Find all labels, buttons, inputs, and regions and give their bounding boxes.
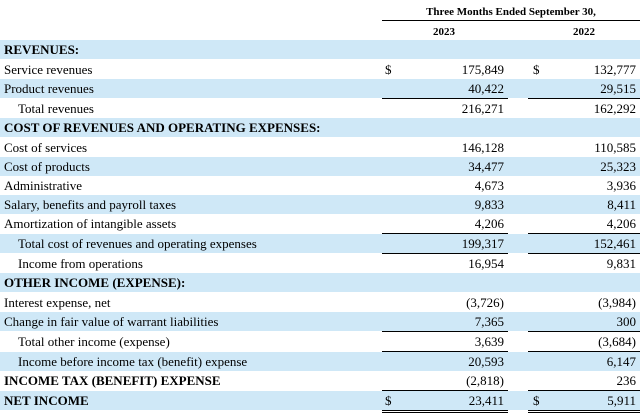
- table-row: Income before income tax (benefit) expen…: [0, 352, 640, 371]
- value-2023: 146,128: [461, 140, 504, 155]
- row-label: Cost of products: [4, 159, 90, 174]
- table-row: Salary, benefits and payroll taxes 9,833…: [0, 195, 640, 214]
- period-heading: Three Months Ended September 30,: [382, 4, 640, 21]
- year-2022-heading: 2022: [528, 24, 640, 41]
- subtotal-rule: [528, 331, 640, 332]
- value-2022: 110,585: [594, 140, 636, 155]
- value-2022: 300: [616, 314, 637, 329]
- row-label: INCOME TAX (BENEFIT) EXPENSE: [4, 373, 221, 388]
- subtotal-rule: [528, 253, 640, 254]
- subtotal-rule: [528, 98, 640, 99]
- table-row: NET INCOME $ 23,411 $ 5,911: [0, 391, 640, 410]
- subtotal-rule: [382, 98, 508, 99]
- value-2022: 6,147: [606, 354, 636, 369]
- subtotal-rule: [382, 390, 508, 391]
- table-row: INCOME TAX (BENEFIT) EXPENSE (2,818) 236: [0, 371, 640, 390]
- value-2023: 4,673: [474, 178, 504, 193]
- row-label: Service revenues: [4, 62, 93, 77]
- currency-symbol: $: [385, 62, 392, 77]
- table-row: Total revenues 216,271 162,292: [0, 99, 640, 118]
- value-2022: 236: [616, 373, 637, 388]
- value-2023: 20,593: [468, 354, 504, 369]
- value-2023: 4,206: [474, 216, 504, 231]
- value-2022: 29,515: [600, 81, 636, 96]
- row-label: Total other income (expense): [18, 334, 170, 349]
- row-label: Change in fair value of warrant liabilit…: [4, 314, 219, 329]
- row-label: Total cost of revenues and operating exp…: [18, 236, 257, 251]
- row-label: Total revenues: [18, 101, 94, 116]
- row-label: REVENUES:: [4, 42, 80, 57]
- row-label: NET INCOME: [4, 393, 89, 408]
- value-2022: 132,777: [593, 62, 636, 77]
- value-2023: 40,422: [468, 81, 504, 96]
- subtotal-rule: [382, 233, 508, 234]
- subtotal-rule: [382, 331, 508, 332]
- row-label: Cost of services: [4, 140, 88, 155]
- subtotal-rule: [382, 351, 508, 352]
- table-row: Administrative 4,673 3,936: [0, 176, 640, 195]
- value-2022: 4,206: [606, 216, 636, 231]
- value-2023: 216,271: [461, 101, 504, 116]
- currency-symbol: $: [533, 393, 540, 408]
- value-2023: 9,833: [474, 197, 504, 212]
- subtotal-rule: [382, 253, 508, 254]
- currency-symbol: $: [385, 393, 392, 408]
- row-label: Income before income tax (benefit) expen…: [18, 354, 248, 369]
- table-row: OTHER INCOME (EXPENSE):: [0, 273, 640, 292]
- row-label: Income from operations: [18, 256, 143, 271]
- total-double-rule: [528, 410, 640, 413]
- value-2022: 5,911: [607, 393, 636, 408]
- value-2022: (3,984): [598, 295, 636, 310]
- row-label: COST OF REVENUES AND OPERATING EXPENSES:: [4, 120, 321, 135]
- row-label: Administrative: [4, 178, 82, 193]
- value-2023: (2,818): [466, 373, 504, 388]
- value-2023: 7,365: [474, 314, 504, 329]
- row-label: Amortization of intangible assets: [4, 216, 177, 231]
- table-row: Change in fair value of warrant liabilit…: [0, 312, 640, 331]
- value-2022: 9,831: [606, 256, 636, 271]
- value-2022: 152,461: [593, 236, 636, 251]
- subtotal-rule: [528, 351, 640, 352]
- total-double-rule: [382, 410, 508, 413]
- value-2023: 175,849: [461, 62, 504, 77]
- row-label: Product revenues: [4, 81, 94, 96]
- table-row: Interest expense, net (3,726) (3,984): [0, 293, 640, 312]
- table-row: COST OF REVENUES AND OPERATING EXPENSES:: [0, 118, 640, 137]
- value-2022: 3,936: [606, 178, 636, 193]
- value-2023: 23,411: [468, 393, 504, 408]
- row-label: OTHER INCOME (EXPENSE):: [4, 275, 186, 290]
- table-row: Cost of products 34,477 25,323: [0, 157, 640, 176]
- table-row: Amortization of intangible assets 4,206 …: [0, 214, 640, 233]
- value-2023: 3,639: [474, 334, 504, 349]
- table-row: Product revenues 40,422 29,515: [0, 79, 640, 98]
- table-row: Service revenues $ 175,849 $ 132,777: [0, 60, 640, 79]
- value-2023: 199,317: [461, 236, 504, 251]
- year-2023-heading: 2023: [382, 24, 506, 41]
- subtotal-rule: [528, 233, 640, 234]
- value-2023: (3,726): [466, 295, 504, 310]
- table-row: REVENUES:: [0, 40, 640, 59]
- value-2022: 162,292: [593, 101, 636, 116]
- currency-symbol: $: [533, 62, 540, 77]
- value-2022: (3,684): [598, 334, 636, 349]
- row-label: Salary, benefits and payroll taxes: [4, 197, 177, 212]
- row-label: Interest expense, net: [4, 295, 111, 310]
- subtotal-rule: [528, 390, 640, 391]
- table-row: Income from operations 16,954 9,831: [0, 254, 640, 273]
- value-2023: 16,954: [468, 256, 504, 271]
- table-row: Total cost of revenues and operating exp…: [0, 234, 640, 253]
- value-2023: 34,477: [468, 159, 504, 174]
- value-2022: 8,411: [607, 197, 636, 212]
- table-row: Cost of services 146,128 110,585: [0, 138, 640, 157]
- table-row: Total other income (expense) 3,639 (3,68…: [0, 332, 640, 351]
- value-2022: 25,323: [600, 159, 636, 174]
